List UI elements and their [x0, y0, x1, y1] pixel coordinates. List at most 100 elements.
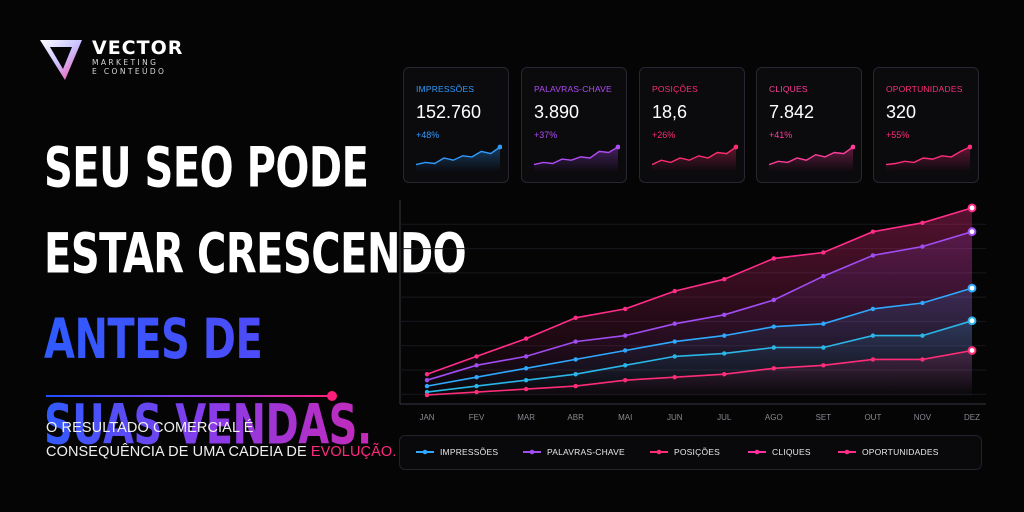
- kpi-value: 152.760: [416, 102, 482, 122]
- data-point: [573, 383, 578, 389]
- legend-label: IMPRESSÕES: [440, 447, 499, 457]
- data-point: [523, 386, 529, 392]
- subtitle-line-2: CONSEQUÊNCIA DE UMA CADEIA DE EVOLUÇÃO.: [46, 440, 396, 464]
- sparkline-end-point: [497, 144, 502, 150]
- data-point: [821, 250, 826, 255]
- kpi-value: 3.890: [534, 102, 580, 122]
- data-point: [672, 354, 677, 359]
- headline-line-2: ESTAR CRESCENDO: [44, 222, 467, 287]
- data-point: [523, 354, 529, 359]
- data-point: [821, 321, 826, 326]
- data-point: [474, 383, 479, 389]
- sparkline-end-point: [850, 144, 855, 150]
- data-point: [722, 333, 727, 338]
- data-point: [771, 297, 777, 303]
- legend-item-oportunidades: OPORTUNIDADES: [838, 447, 939, 457]
- legend-item-impressoes: IMPRESSÕES: [416, 447, 498, 457]
- data-point: [722, 372, 727, 377]
- series-line: [426, 287, 973, 387]
- sparkline: [415, 144, 502, 172]
- x-tick-label: FEV: [469, 413, 485, 422]
- sparkline: [533, 144, 620, 172]
- data-point: [672, 339, 677, 344]
- divider-dot: [327, 391, 337, 401]
- data-point: [474, 354, 479, 359]
- kpi-change: +55%: [886, 130, 910, 140]
- data-point: [870, 306, 876, 312]
- data-point: [622, 348, 628, 353]
- data-point: [821, 274, 826, 279]
- data-point: [523, 336, 529, 341]
- kpi-change: +48%: [416, 130, 440, 140]
- legend-label: POSIÇÕES: [674, 447, 721, 457]
- data-point: [622, 333, 628, 338]
- legend-line-icon: [650, 449, 668, 455]
- headline-line-1: SEU SEO PODE: [44, 137, 369, 201]
- x-tick-label: ABR: [567, 413, 584, 422]
- sparkline-end-point: [733, 144, 738, 150]
- growth-line-chart: JAN FEV MAR ABR MAI JUN JUL AGO SET OUT NOV DEZ: [399, 200, 986, 422]
- data-point: [967, 203, 977, 213]
- kpi-card-posicoes: POSIÇÕES 18,6 +26%: [639, 67, 745, 183]
- brand-tagline-1: MARKETING: [92, 58, 159, 67]
- sparkline-area: [652, 147, 736, 172]
- subtitle-line-1: O RESULTADO COMERCIAL É: [46, 420, 254, 436]
- data-point: [622, 377, 628, 383]
- vector-logo-icon: [40, 40, 82, 80]
- data-point: [870, 333, 876, 338]
- brand-tagline-2: E CONTEÚDO: [92, 67, 167, 76]
- x-tick-label: JUL: [717, 413, 732, 422]
- sparkline-line: [885, 146, 971, 166]
- data-point: [967, 346, 977, 355]
- x-tick-label: OUT: [864, 413, 881, 422]
- brand-logo: VECTOR MARKETING E CONTEÚDO: [38, 38, 183, 82]
- headline-line-3: ANTES DE: [44, 297, 466, 383]
- chart-legend: IMPRESSÕES PALAVRAS-CHAVE POSIÇÕES CLIQU…: [399, 435, 982, 470]
- subtitle: O RESULTADO COMERCIAL É CONSEQUÊNCIA DE …: [46, 416, 396, 464]
- x-tick-label: MAI: [618, 413, 632, 422]
- series-line: [426, 207, 973, 375]
- data-point: [672, 288, 677, 294]
- data-point: [424, 383, 430, 389]
- data-point: [622, 306, 628, 312]
- kpi-label: POSIÇÕES: [652, 84, 699, 94]
- sparkline-line: [415, 146, 501, 166]
- legend-line-icon: [748, 449, 766, 455]
- x-tick-label: MAR: [517, 413, 535, 422]
- data-point: [771, 345, 777, 350]
- data-point: [474, 375, 479, 380]
- data-point: [870, 229, 876, 234]
- legend-item-palavras-chave: PALAVRAS-CHAVE: [523, 447, 625, 457]
- data-point: [920, 357, 925, 362]
- data-point: [672, 321, 677, 326]
- subtitle-accent: EVOLUÇÃO.: [310, 444, 397, 460]
- kpi-change: +41%: [769, 130, 793, 140]
- data-point: [722, 351, 727, 356]
- legend-item-posicoes: POSIÇÕES: [650, 447, 720, 457]
- x-tick-label: AGO: [765, 413, 783, 422]
- kpi-label: PALAVRAS-CHAVE: [534, 84, 612, 94]
- data-point: [622, 363, 628, 368]
- data-point: [920, 220, 925, 225]
- data-point: [523, 377, 529, 383]
- kpi-card-cliques: CLIQUES 7.842 +41%: [756, 67, 862, 183]
- x-tick-label: JAN: [419, 413, 434, 422]
- data-point: [870, 253, 876, 258]
- series-line: [426, 320, 973, 393]
- series-line: [426, 230, 973, 381]
- data-point: [424, 372, 430, 377]
- data-point: [523, 366, 529, 371]
- data-point: [424, 392, 430, 398]
- data-point: [920, 300, 925, 306]
- data-point: [821, 345, 826, 350]
- data-point: [573, 339, 578, 344]
- kpi-card-palavras-chave: PALAVRAS-CHAVE 3.890 +37%: [521, 67, 627, 183]
- kpi-change: +26%: [652, 130, 676, 140]
- legend-line-icon: [416, 449, 434, 455]
- kpi-value: 7.842: [769, 102, 815, 122]
- sparkline-line: [768, 146, 854, 166]
- kpi-value: 18,6: [652, 102, 688, 122]
- sparkline-area: [416, 147, 500, 172]
- sparkline-line: [533, 146, 619, 166]
- sparkline: [768, 144, 855, 172]
